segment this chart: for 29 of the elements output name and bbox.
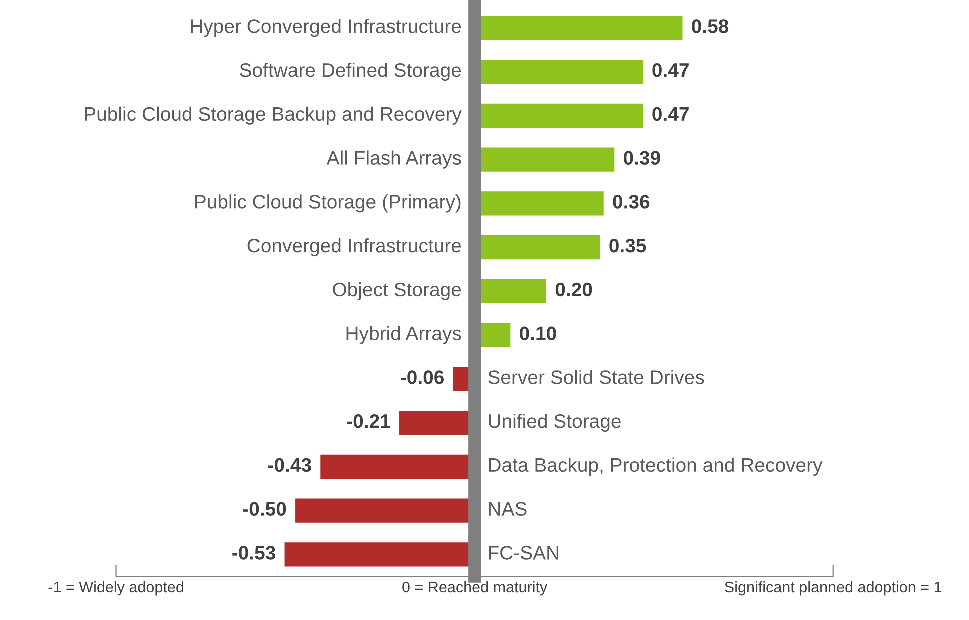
data-label: -0.21 xyxy=(347,414,390,428)
y-tick-label: NAS xyxy=(489,502,527,516)
y-tick-label: All Flash Arrays xyxy=(326,150,462,169)
data-label: 0.10 xyxy=(520,326,556,340)
x-tick-label: Significant planned adoption = 1 xyxy=(725,581,942,596)
y-tick-label: Hybrid Arrays xyxy=(346,326,462,344)
x-tick-label: 0 = Reached maturity xyxy=(402,581,548,596)
data-label: -0.50 xyxy=(243,502,286,516)
y-tick-label: Data Backup, Protection and Recovery xyxy=(489,458,823,476)
y-tick-label: Converged Infrastructure xyxy=(248,238,462,257)
data-label: -0.06 xyxy=(401,370,444,384)
y-tick-label: Server Solid State Drives xyxy=(488,370,704,384)
y-tick-label: Public Cloud Storage (Primary) xyxy=(196,194,461,213)
data-label: 0.20 xyxy=(556,282,592,297)
y-tick-label: Public Cloud Storage Backup and Recovery xyxy=(85,106,462,125)
y-tick-label: Unified Storage xyxy=(489,414,621,432)
x-tick-label: -1 = Widely adopted xyxy=(48,581,184,596)
data-label: 0.47 xyxy=(652,63,689,78)
data-label: -0.53 xyxy=(232,546,276,560)
y-tick-label: Software Defined Storage xyxy=(240,62,462,82)
data-label: 0.36 xyxy=(613,195,650,209)
y-tick-label: Hyper Converged Infrastructure xyxy=(191,19,462,38)
y-tick-label: Object Storage xyxy=(333,282,462,300)
data-label: 0.58 xyxy=(692,20,729,34)
data-label: 0.47 xyxy=(652,107,689,122)
data-label: 0.39 xyxy=(624,151,660,166)
y-tick-label: FC-SAN xyxy=(489,546,559,560)
data-label: 0.35 xyxy=(610,238,646,253)
data-label: -0.43 xyxy=(268,458,312,472)
